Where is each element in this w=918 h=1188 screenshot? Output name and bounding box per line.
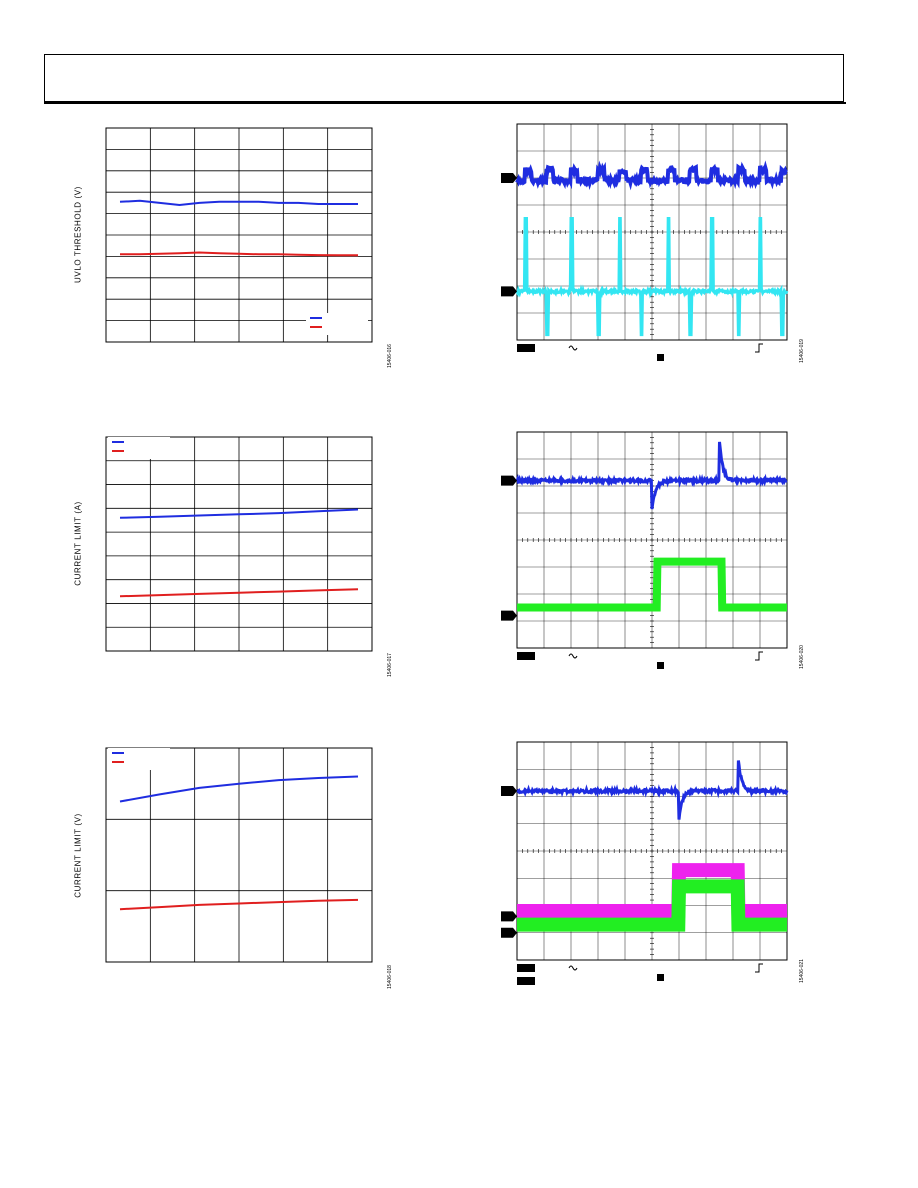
channel-marker-blue (501, 173, 517, 183)
trigger-channel-box (657, 662, 664, 669)
trigger-edge-icon (755, 964, 763, 972)
legend-background (108, 437, 170, 459)
trigger-channel-box (657, 354, 664, 361)
coupling-ac-icon (569, 346, 577, 350)
channel-readout-box (517, 977, 535, 985)
line-chart-1 (106, 128, 372, 342)
trigger-edge-icon (755, 344, 763, 352)
line-chart-3 (106, 748, 372, 962)
coupling-ac-icon (569, 654, 577, 658)
trigger-edge-icon (755, 652, 763, 660)
scope-chart-2 (501, 432, 787, 669)
channel-readout-box (517, 964, 535, 972)
trigger-channel-box (657, 974, 664, 981)
scope-chart-3 (501, 742, 787, 985)
channel-marker-magenta (501, 911, 517, 921)
channel-readout-box (517, 344, 535, 352)
scope-chart-1 (501, 124, 787, 361)
channel-marker-green (501, 611, 517, 621)
channel-marker-blue (501, 786, 517, 796)
channel-readout-box (517, 652, 535, 660)
legend-background (306, 313, 368, 335)
channel-marker-cyan (501, 286, 517, 296)
channel-marker-blue (501, 476, 517, 486)
channel-marker-green (501, 928, 517, 938)
legend-background (108, 748, 170, 770)
line-chart-2 (106, 437, 372, 651)
coupling-ac-icon (569, 966, 577, 970)
